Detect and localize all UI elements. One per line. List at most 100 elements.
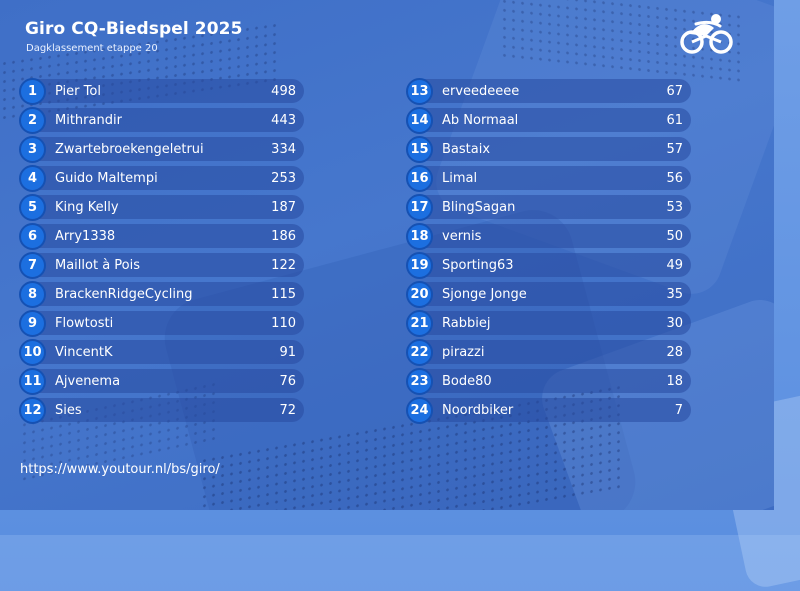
row-background — [411, 340, 691, 364]
website-link[interactable]: https://www.youtour.nl/bs/giro/ — [20, 462, 220, 477]
player-score: 56 — [666, 170, 683, 186]
player-name: Flowtosti — [55, 315, 114, 331]
row-background — [24, 79, 304, 103]
row-background — [24, 108, 304, 132]
leaderboard-card: Giro CQ-Biedspel 2025 Dagklassement etap… — [0, 0, 774, 510]
player-name: Zwartebroekengeletrui — [55, 141, 204, 157]
page-subtitle: Dagklassement etappe 20 — [26, 43, 158, 54]
player-name: Ab Normaal — [442, 112, 519, 128]
player-name: Bode80 — [442, 373, 492, 389]
player-score: 30 — [666, 315, 683, 331]
row-background — [411, 137, 691, 161]
rank-badge: 12 — [19, 396, 46, 424]
player-score: 76 — [279, 373, 296, 389]
player-name: Maillot à Pois — [55, 257, 141, 273]
row-background — [24, 311, 304, 335]
player-score: 122 — [271, 257, 296, 273]
rank-badge: 14 — [406, 106, 433, 134]
ranking-row: 3 Zwartebroekengeletrui 334 — [16, 135, 306, 163]
ranking-row: 11 Ajvenema 76 — [16, 367, 306, 395]
ranking-row: 2 Mithrandir 443 — [16, 106, 306, 134]
player-name: Noordbiker — [442, 402, 514, 418]
ranking-row: 18 vernis 50 — [403, 222, 693, 250]
row-background — [24, 195, 304, 219]
ranking-row: 15 Bastaix 57 — [403, 135, 693, 163]
row-background — [411, 166, 691, 190]
player-name: Bastaix — [442, 141, 491, 157]
ranking-row: 17 BlingSagan 53 — [403, 193, 693, 221]
ranking-row: 10 VincentK 91 — [16, 338, 306, 366]
ranking-column-right: 13 erveedeeee 67 14 Ab Normaal 61 15 Bastaix 57 1… — [403, 77, 693, 427]
player-score: 115 — [271, 286, 296, 302]
ranking-row: 7 Maillot à Pois 122 — [16, 251, 306, 279]
ranking-column-left: 1 Pier Tol 498 2 Mithrandir 443 3 Zwartebroeken… — [16, 77, 306, 427]
player-name: VincentK — [55, 344, 113, 360]
ranking-row: 13 erveedeeee 67 — [403, 77, 693, 105]
row-background — [24, 137, 304, 161]
player-name: Guido Maltempi — [55, 170, 158, 186]
player-name: Mithrandir — [55, 112, 122, 128]
player-name: Arry1338 — [55, 228, 116, 244]
player-score: 110 — [271, 315, 296, 331]
player-score: 334 — [271, 141, 296, 157]
rank-badge: 24 — [406, 396, 433, 424]
player-name: Sporting63 — [442, 257, 514, 273]
player-score: 53 — [666, 199, 683, 215]
rank-badge: 19 — [406, 251, 433, 279]
rank-badge: 9 — [19, 309, 46, 337]
rank-badge: 16 — [406, 164, 433, 192]
player-score: 253 — [271, 170, 296, 186]
player-name: BlingSagan — [442, 199, 516, 215]
row-background — [24, 253, 304, 277]
ranking-row: 19 Sporting63 49 — [403, 251, 693, 279]
player-score: 7 — [674, 402, 683, 418]
player-name: Limal — [442, 170, 478, 186]
cyclist-logo-icon — [680, 14, 733, 54]
row-background — [411, 79, 691, 103]
ranking-row: 21 Rabbiej 30 — [403, 309, 693, 337]
player-score: 187 — [271, 199, 296, 215]
rank-badge: 3 — [19, 135, 46, 163]
row-background — [411, 224, 691, 248]
player-name: Ajvenema — [55, 373, 121, 389]
player-score: 35 — [666, 286, 683, 302]
player-score: 91 — [279, 344, 296, 360]
ranking-row: 9 Flowtosti 110 — [16, 309, 306, 337]
rank-badge: 20 — [406, 280, 433, 308]
row-background — [24, 398, 304, 422]
rank-badge: 7 — [19, 251, 46, 279]
rank-badge: 23 — [406, 367, 433, 395]
row-background — [24, 166, 304, 190]
rank-badge: 2 — [19, 106, 46, 134]
player-score: 67 — [666, 83, 683, 99]
ranking-row: 4 Guido Maltempi 253 — [16, 164, 306, 192]
player-name: Pier Tol — [55, 83, 101, 99]
row-background — [24, 224, 304, 248]
player-score: 50 — [666, 228, 683, 244]
player-score: 18 — [666, 373, 683, 389]
player-name: Sjonge Jonge — [442, 286, 527, 302]
player-score: 443 — [271, 112, 296, 128]
rank-badge: 4 — [19, 164, 46, 192]
ranking-row: 1 Pier Tol 498 — [16, 77, 306, 105]
row-background — [411, 253, 691, 277]
row-background — [411, 398, 691, 422]
player-name: BrackenRidgeCycling — [55, 286, 193, 302]
player-score: 28 — [666, 344, 683, 360]
rank-badge: 6 — [19, 222, 46, 250]
player-score: 57 — [666, 141, 683, 157]
player-score: 186 — [271, 228, 296, 244]
row-background — [411, 311, 691, 335]
row-background — [24, 282, 304, 306]
rank-badge: 10 — [19, 338, 46, 366]
player-name: Sies — [55, 402, 82, 418]
rank-badge: 5 — [19, 193, 46, 221]
player-score: 498 — [271, 83, 296, 99]
player-name: pirazzi — [442, 344, 485, 360]
rank-badge: 22 — [406, 338, 433, 366]
ranking-row: 16 Limal 56 — [403, 164, 693, 192]
row-background — [411, 369, 691, 393]
row-background — [24, 369, 304, 393]
rank-badge: 8 — [19, 280, 46, 308]
player-name: erveedeeee — [442, 83, 520, 99]
